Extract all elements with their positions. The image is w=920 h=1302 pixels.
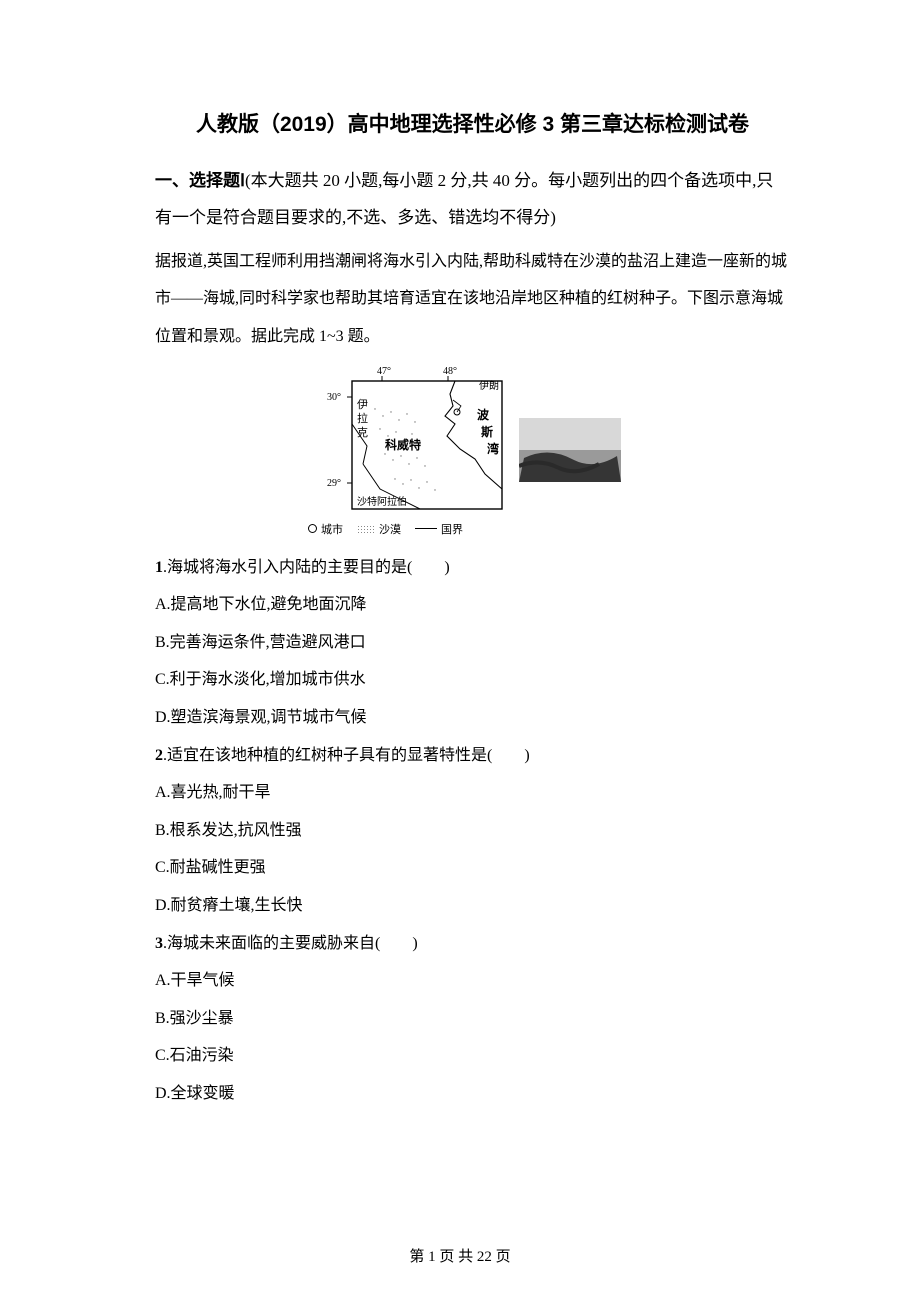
q3-num: 3	[155, 935, 163, 952]
section-desc: (本大题共 20 小题,每小题 2 分,共 40 分。每小题列出的四个备选项中,…	[155, 171, 773, 227]
legend-border: 国界	[415, 521, 463, 537]
passage-text: 据报道,英国工程师利用挡潮闸将海水引入内陆,帮助科威特在沙漠的盐沼上建造一座新的…	[155, 243, 790, 356]
q3-option-b: B.强沙尘暴	[155, 1000, 790, 1038]
lat-label-29: 29°	[327, 478, 341, 489]
lat-label-30: 30°	[327, 392, 341, 403]
footer-page: 1	[428, 1249, 436, 1265]
footer-mid: 页 共	[436, 1249, 477, 1265]
city-icon	[308, 524, 317, 533]
q2-num: 2	[155, 747, 163, 764]
q2-option-d: D.耐贫瘠土壤,生长快	[155, 887, 790, 925]
label-iraq2: 拉	[357, 411, 368, 425]
legend-city-label: 城市	[321, 521, 343, 537]
question-1: 1.海城将海水引入内陆的主要目的是( )	[155, 549, 790, 587]
label-sea1: 波	[477, 407, 490, 422]
q2-option-a: A.喜光热,耐干旱	[155, 774, 790, 812]
footer-suffix: 页	[492, 1249, 511, 1265]
q1-stem: .海城将海水引入内陆的主要目的是( )	[163, 559, 450, 576]
label-saudi: 沙特阿拉伯	[357, 495, 407, 508]
legend-desert-label: 沙漠	[379, 521, 401, 537]
map-legend: 城市 沙漠 国界	[265, 521, 507, 537]
label-sea3: 湾	[487, 441, 499, 456]
q1-option-d: D.塑造滨海景观,调节城市气候	[155, 699, 790, 737]
footer-total: 22	[477, 1249, 492, 1265]
lon-label-47: 47°	[377, 366, 391, 377]
q2-option-c: C.耐盐碱性更强	[155, 849, 790, 887]
q1-option-c: C.利于海水淡化,增加城市供水	[155, 661, 790, 699]
q2-stem: .适宜在该地种植的红树种子具有的显著特性是( )	[163, 747, 530, 764]
q2-option-b: B.根系发达,抗风性强	[155, 812, 790, 850]
label-kuwait: 科威特	[385, 437, 421, 452]
label-sea2: 斯	[481, 424, 493, 439]
page: 人教版（2019）高中地理选择性必修 3 第三章达标检测试卷 一、选择题Ⅰ(本大…	[0, 0, 920, 1302]
lon-label-48: 48°	[443, 366, 457, 377]
section-label: 一、选择题Ⅰ	[155, 171, 245, 190]
desert-icon	[357, 525, 375, 533]
question-3: 3.海城未来面临的主要威胁来自( )	[155, 925, 790, 963]
map-figure: 47° 48° 30° 29°	[325, 364, 507, 537]
page-title: 人教版（2019）高中地理选择性必修 3 第三章达标检测试卷	[155, 108, 790, 138]
q1-num: 1	[155, 559, 163, 576]
q3-option-d: D.全球变暖	[155, 1075, 790, 1113]
section-heading: 一、选择题Ⅰ(本大题共 20 小题,每小题 2 分,共 40 分。每小题列出的四…	[155, 162, 790, 237]
landscape-photo	[519, 418, 621, 482]
legend-border-label: 国界	[441, 521, 463, 537]
legend-desert: 沙漠	[357, 521, 401, 537]
label-iran: 伊朗	[479, 380, 499, 392]
figure-row: 47° 48° 30° 29°	[155, 364, 790, 537]
legend-city: 城市	[308, 521, 343, 537]
footer-prefix: 第	[409, 1249, 428, 1265]
label-iraq3: 克	[357, 426, 368, 439]
label-iraq: 伊	[357, 398, 368, 411]
map-svg: 47° 48° 30° 29°	[325, 364, 507, 514]
page-footer: 第 1 页 共 22 页	[0, 1245, 920, 1266]
border-icon	[415, 528, 437, 529]
q1-option-b: B.完善海运条件,营造避风港口	[155, 624, 790, 662]
q3-option-c: C.石油污染	[155, 1037, 790, 1075]
question-2: 2.适宜在该地种植的红树种子具有的显著特性是( )	[155, 737, 790, 775]
q3-option-a: A.干旱气候	[155, 962, 790, 1000]
q3-stem: .海城未来面临的主要威胁来自( )	[163, 935, 418, 952]
q1-option-a: A.提高地下水位,避免地面沉降	[155, 586, 790, 624]
